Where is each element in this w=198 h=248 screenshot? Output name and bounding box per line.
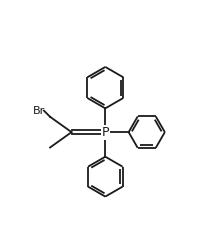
Text: Br: Br — [33, 106, 45, 116]
Text: P: P — [102, 126, 109, 139]
